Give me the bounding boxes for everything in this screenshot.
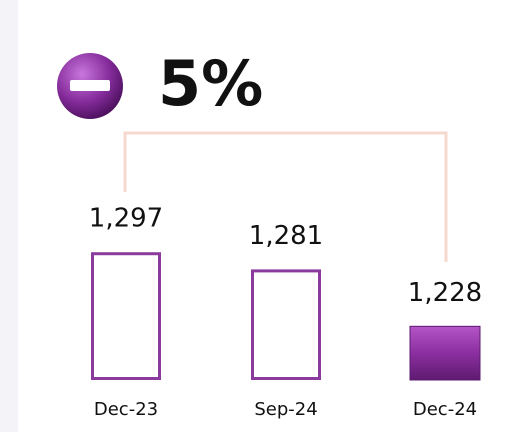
bar — [91, 252, 161, 380]
bar — [409, 325, 481, 381]
x-tick-label: Dec-24 — [413, 399, 477, 420]
side-panel — [0, 0, 18, 432]
bracket — [123, 131, 448, 262]
x-tick-label: Dec-23 — [94, 399, 158, 420]
value-label: 1,281 — [249, 221, 323, 251]
decrease-icon — [57, 53, 123, 119]
value-label: 1,228 — [408, 278, 482, 308]
bar — [251, 269, 321, 380]
change-label: 5% — [158, 47, 263, 120]
value-label: 1,297 — [89, 204, 163, 234]
x-tick-label: Sep-24 — [254, 399, 317, 420]
